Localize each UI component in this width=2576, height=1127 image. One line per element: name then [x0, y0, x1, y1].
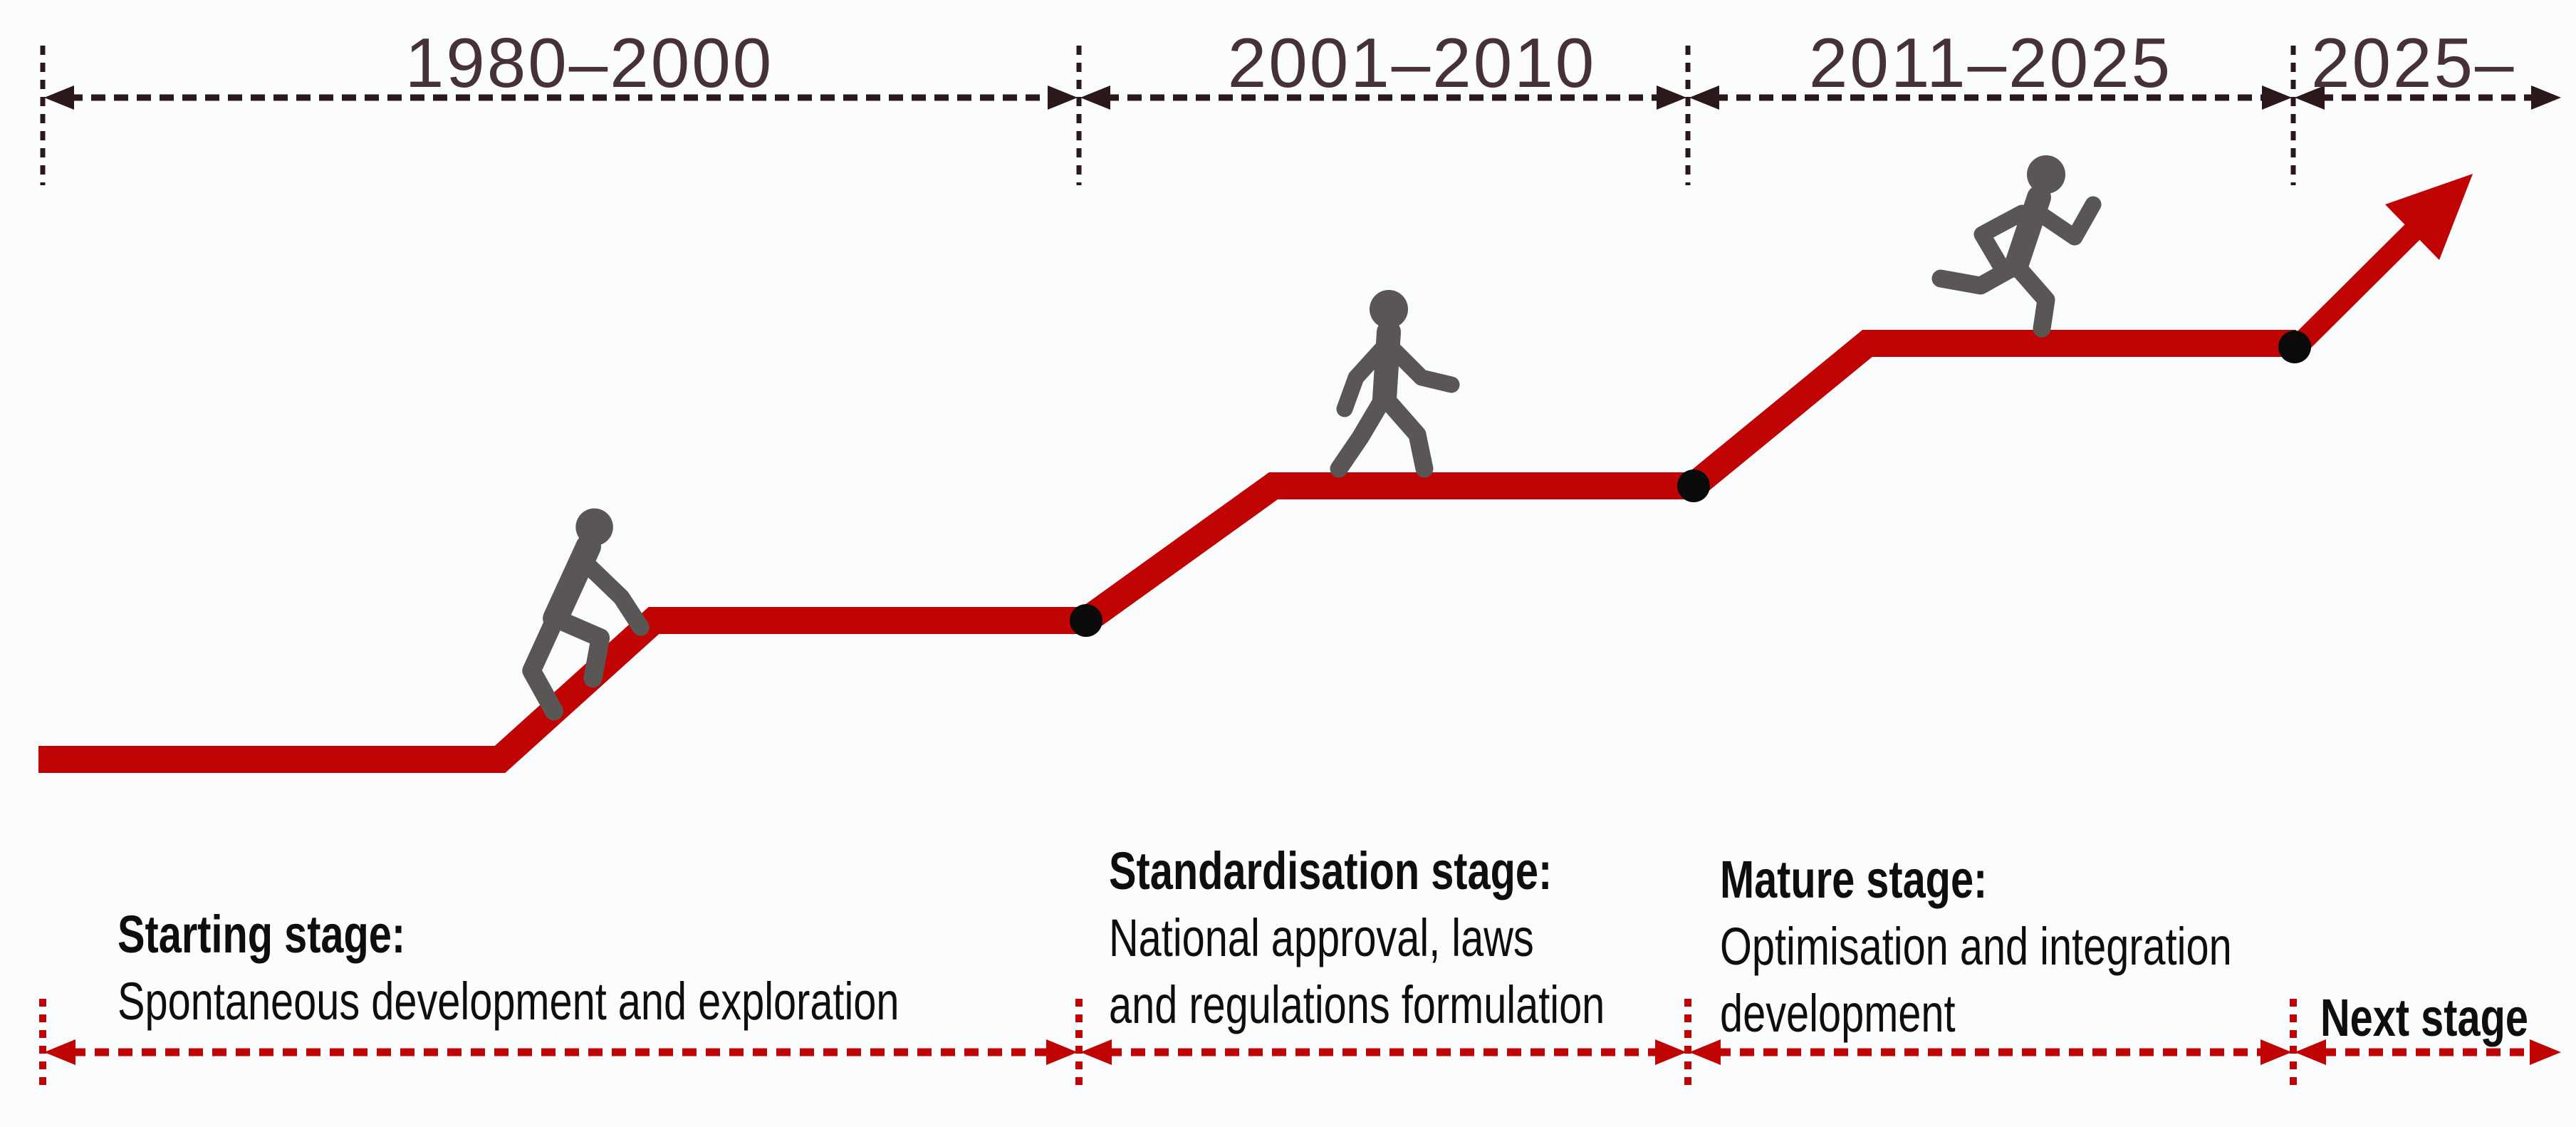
growth-arrow-shaft	[2290, 221, 2424, 354]
stage-title: Mature stage:	[1720, 850, 1988, 909]
running-person-icon	[1931, 155, 2102, 338]
bottom-arrow-segment-4	[2295, 1039, 2561, 1065]
bottom-arrow-segment-1	[44, 1039, 1078, 1065]
arrowhead-right-icon	[2260, 1039, 2292, 1065]
milestone-dot-2	[1677, 469, 1710, 502]
bottom-arrow-segment-2	[1080, 1039, 1686, 1065]
timeline-period-label: 2011–2025	[1808, 24, 2173, 102]
milestone-dot-1	[1070, 604, 1102, 637]
stage-description-line: National approval, laws	[1109, 908, 1534, 967]
arrowhead-right-icon	[1048, 85, 1078, 110]
timeline-period-label: 1980–2000	[405, 24, 774, 102]
stage-description-line: development	[1720, 984, 1956, 1043]
timeline-period-label: 2025–	[2311, 24, 2516, 102]
arrowhead-left-icon	[44, 1039, 75, 1065]
timeline-period-label: 2001–2010	[1227, 24, 1597, 102]
bottom-stage-axis	[39, 999, 2561, 1089]
arrowhead-left-icon	[1689, 85, 1719, 110]
top-arrow-segment-1	[44, 85, 1078, 110]
climbing-person-icon	[522, 508, 650, 721]
arrowhead-right-icon	[1655, 1039, 1686, 1065]
walking-person-icon	[1330, 290, 1460, 478]
growth-staircase	[38, 174, 2473, 773]
milestone-dot-3	[2278, 331, 2311, 363]
arrowhead-right-icon	[1046, 1039, 1078, 1065]
arrowhead-left-icon	[2295, 1039, 2326, 1065]
arrowhead-left-icon	[2295, 85, 2325, 110]
arrowhead-left-icon	[1080, 85, 1110, 110]
stage-title: Next stage	[2320, 988, 2528, 1047]
top-timeline-axis	[40, 46, 2561, 185]
stage-description-line: Optimisation and integration	[1720, 917, 2232, 976]
arrowhead-right-icon	[2531, 85, 2561, 110]
top-arrow-segment-2	[1080, 85, 1686, 110]
arrowhead-left-icon	[1080, 1039, 1112, 1065]
stage-description-line: Spontaneous development and exploration	[118, 972, 899, 1031]
arrowhead-right-icon	[2262, 85, 2292, 110]
top-arrow-segment-4	[2295, 85, 2561, 110]
arrowhead-right-icon	[2530, 1039, 2561, 1065]
stage-description-line: and regulations formulation	[1109, 975, 1605, 1034]
arrowhead-left-icon	[44, 85, 74, 110]
top-arrow-segment-3	[1689, 85, 2292, 110]
arrowhead-left-icon	[1689, 1039, 1721, 1065]
staircase-line	[38, 330, 2296, 773]
stage-title: Starting stage:	[118, 905, 406, 964]
arrowhead-right-icon	[1657, 85, 1686, 110]
bottom-arrow-segment-3	[1689, 1039, 2292, 1065]
growth-arrow-icon	[2385, 174, 2473, 260]
stage-title: Standardisation stage:	[1109, 841, 1553, 900]
